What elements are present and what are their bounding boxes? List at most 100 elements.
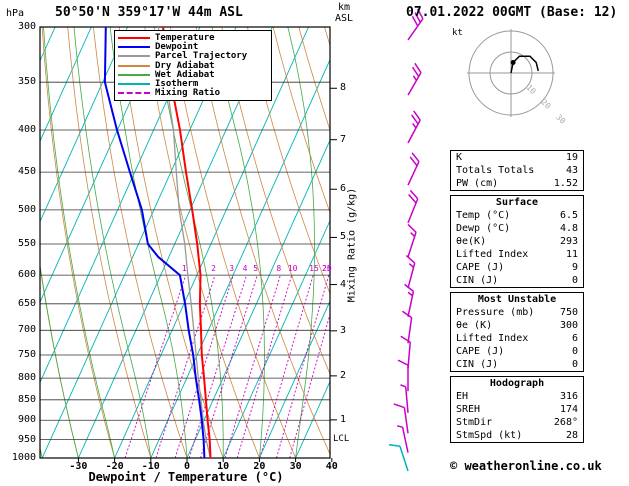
copyright: © weatheronline.co.uk: [450, 459, 602, 473]
km-tick-label: 4: [340, 278, 347, 290]
pressure-tick-label: 950: [17, 433, 36, 445]
station-title: 50°50'N 359°17'W 44m ASL: [55, 5, 243, 20]
pressure-tick-label: 300: [17, 21, 36, 32]
row-label: PW (cm): [456, 178, 499, 189]
indices-box-header: Most Unstable: [477, 294, 557, 305]
indices-box-header: Hodograph: [489, 378, 545, 389]
row-value: 4.8: [559, 223, 578, 234]
legend-item: Dry Adiabat: [118, 60, 268, 71]
pressure-unit-label: hPa: [6, 8, 25, 19]
lcl-label: LCL: [333, 434, 350, 444]
asl-axis-label: ASL: [335, 13, 354, 24]
legend-line-sample: [118, 92, 150, 95]
pressure-tick-label: 900: [17, 414, 36, 426]
legend-line-sample: [118, 36, 150, 39]
temperature-tick-label: 10: [217, 461, 230, 472]
row-label: θe(K): [456, 236, 487, 247]
row-label: Lifted Index: [456, 249, 529, 260]
sounding-curves: [103, 27, 212, 458]
pressure-tick-label: 650: [17, 297, 36, 309]
temperature-tick-label: 20: [253, 461, 266, 472]
indices-box: Most Unstable Pressure (mb) 750 θe (K) 300 Li…: [450, 292, 584, 372]
isotherm-line: [40, 27, 128, 223]
wet-adiabat-line: [43, 27, 115, 458]
table-row: θe(K) 293: [451, 235, 583, 248]
legend-item: Dewpoint: [118, 42, 268, 52]
hodograph-marker: [510, 60, 516, 65]
table-row: CIN (J) 0: [451, 358, 583, 371]
isotherm-line: [295, 380, 330, 458]
wind-barb: [407, 110, 421, 144]
pressure-tick-label: 400: [17, 123, 36, 135]
isotherm-line: [114, 27, 309, 458]
table-row: StmSpd (kt) 28: [451, 429, 583, 442]
pressure-tick-label: 850: [17, 393, 36, 405]
row-value: 0: [571, 359, 578, 370]
km-axis-unit-label: km: [338, 2, 351, 13]
table-row: K 19: [451, 151, 583, 164]
mixing-ratio-value-label: 8: [276, 264, 281, 273]
wind-barb: [396, 425, 409, 453]
pressure-tick-label: 600: [17, 269, 36, 281]
table-row: SREH 174: [451, 403, 583, 416]
wet-adiabat-line: [73, 27, 152, 458]
indices-box: Surface Temp (°C) 6.5 Dewp (°C) 4.8 θe(K) 293 L…: [450, 195, 584, 288]
mixing-ratio-line: [289, 312, 330, 458]
row-value: 1.52: [553, 178, 578, 189]
row-value: 0: [571, 346, 578, 357]
km-tick-label: 6: [340, 183, 347, 195]
legend-line-sample: [118, 64, 150, 67]
hodograph-ring-label: 20: [539, 98, 552, 111]
mixing-ratio-axis-label: Mixing Ratio (g/kg): [346, 187, 358, 303]
pressure-tick-label: 800: [17, 372, 36, 384]
pressure-tick-label: 450: [17, 166, 36, 178]
hodograph-ring-label: 10: [524, 83, 537, 96]
row-label: Lifted Index: [456, 333, 529, 344]
pressure-tick-label: 350: [17, 76, 36, 88]
legend-item-label: Dry Adiabat: [155, 60, 215, 71]
table-row: CIN (J) 0: [451, 274, 583, 287]
isotherm-line: [186, 139, 330, 458]
table-row: CAPE (J) 0: [451, 345, 583, 358]
wind-barb: [393, 403, 409, 434]
row-label: CIN (J): [456, 359, 499, 370]
row-label: CIN (J): [456, 275, 499, 286]
row-value: 750: [559, 307, 578, 318]
pressure-tick-label: 550: [17, 237, 36, 249]
mixing-ratio-value-label: 2: [211, 264, 216, 273]
mixing-ratio-line: [224, 274, 281, 458]
row-value: 268°: [553, 417, 578, 428]
km-tick-label: 1: [340, 413, 347, 425]
row-value: 6.5: [559, 210, 578, 221]
isotherm-line: [258, 300, 330, 458]
dry-adiabat-line: [272, 27, 330, 214]
row-value: 6: [571, 333, 578, 344]
row-value: 43: [565, 165, 578, 176]
row-label: Pressure (mb): [456, 307, 535, 318]
legend-item-label: Parcel Trajectory: [155, 51, 248, 62]
km-tick-label: 8: [340, 82, 347, 94]
row-value: 9: [571, 262, 578, 273]
legend-line-sample: [118, 55, 150, 58]
isotherm-line: [40, 27, 92, 143]
dry-adiabat-line: [247, 27, 330, 295]
wind-barb: [404, 283, 415, 317]
legend-item-label: Isotherm: [155, 79, 199, 90]
wind-barb: [407, 223, 417, 258]
row-label: Dewp (°C): [456, 223, 511, 234]
mixing-ratio-line: [188, 274, 248, 458]
table-row: StmDir 268°: [451, 416, 583, 429]
parcel-trajectory-curve: [157, 27, 212, 458]
wind-barb: [400, 384, 409, 413]
mixing-ratio-line: [124, 274, 187, 458]
table-row: θe (K) 300: [451, 319, 583, 332]
legend-line-sample: [118, 73, 150, 76]
legend-item-label: Mixing Ratio: [155, 88, 221, 99]
indices-box: Hodograph EH 316 SREH 174 StmDir 268° StmSpd (k…: [450, 376, 584, 443]
wind-barb: [407, 189, 419, 224]
pressure-tick-label: 700: [17, 324, 36, 336]
row-label: StmSpd (kt): [456, 430, 523, 441]
legend-item: Mixing Ratio: [118, 88, 268, 99]
table-row: Pressure (mb) 750: [451, 306, 583, 319]
pressure-tick-label: 750: [17, 349, 36, 360]
